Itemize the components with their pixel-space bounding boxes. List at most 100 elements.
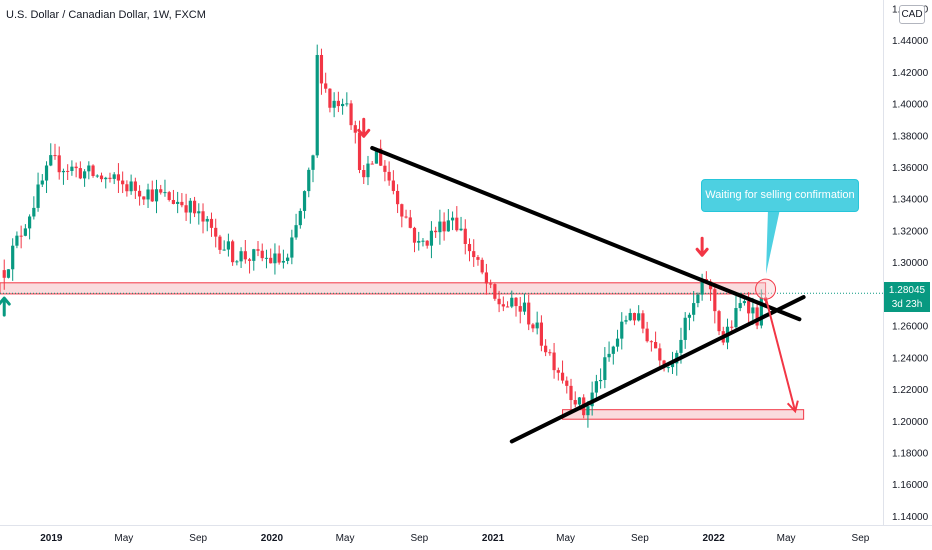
candle[interactable] [307,167,311,198]
candle[interactable] [489,279,493,289]
candle[interactable] [345,92,349,107]
candle[interactable] [391,170,395,195]
candle[interactable] [171,189,176,205]
candle[interactable] [425,240,429,249]
candle[interactable] [548,349,552,356]
candle[interactable] [539,315,543,352]
candle[interactable] [493,283,497,301]
candle[interactable] [36,172,40,212]
candle[interactable] [734,295,738,330]
candle[interactable] [573,391,577,408]
candle[interactable] [628,308,632,322]
candle[interactable] [150,180,154,202]
candle[interactable] [116,163,121,194]
candle[interactable] [328,88,332,113]
candle[interactable] [184,193,188,221]
candle[interactable] [324,72,328,93]
candle[interactable] [527,294,531,331]
candle[interactable] [505,301,510,308]
sell-arrow[interactable] [357,117,371,138]
candle[interactable] [243,239,247,264]
candle[interactable] [294,213,298,240]
candle[interactable] [28,214,32,240]
candle[interactable] [154,179,159,214]
candle[interactable] [214,218,218,248]
candle[interactable] [74,162,78,178]
candle[interactable] [137,185,142,206]
candle[interactable] [535,311,539,335]
candle[interactable] [336,91,340,113]
candle[interactable] [615,329,620,352]
candle[interactable] [357,120,362,174]
candle[interactable] [387,161,391,186]
candle[interactable] [459,216,463,232]
candle[interactable] [510,290,514,309]
candle[interactable] [61,168,66,185]
candle[interactable] [32,196,36,220]
candle[interactable] [129,174,133,195]
candle[interactable] [607,341,611,362]
candle[interactable] [637,305,641,322]
candle[interactable] [99,172,104,183]
candle[interactable] [15,231,19,249]
candle[interactable] [40,174,44,188]
candle[interactable] [362,165,366,185]
candle[interactable] [256,241,260,257]
candle[interactable] [70,160,74,176]
candle[interactable] [408,209,412,229]
candle[interactable] [696,292,700,308]
candle[interactable] [95,174,99,178]
candle[interactable] [556,367,560,381]
candle[interactable] [569,378,573,410]
candle[interactable] [446,209,450,232]
candle[interactable] [6,269,11,279]
candle[interactable] [247,257,252,274]
candle[interactable] [332,92,336,118]
candle[interactable] [133,177,137,200]
candle[interactable] [104,176,108,189]
candle[interactable] [666,366,670,373]
candle[interactable] [163,179,167,197]
candle[interactable] [159,184,163,195]
candle[interactable] [603,347,607,389]
candle[interactable] [450,211,455,231]
candle[interactable] [349,100,353,130]
ascending-support-line[interactable] [509,295,806,444]
candle[interactable] [311,154,315,183]
candle[interactable] [239,247,243,268]
candle[interactable] [366,155,370,186]
candle[interactable] [78,161,82,180]
candle[interactable] [653,331,658,349]
candle[interactable] [353,120,357,144]
candle[interactable] [472,239,476,267]
candle[interactable] [476,255,480,266]
candle[interactable] [624,315,628,325]
candle[interactable] [319,48,324,95]
candle[interactable] [620,312,624,350]
candle[interactable] [455,206,459,232]
candle[interactable] [341,98,345,115]
sell-arrow[interactable] [695,236,709,257]
candle[interactable] [429,221,434,259]
candle[interactable] [188,197,192,224]
candle[interactable] [518,296,522,324]
candle[interactable] [209,212,214,237]
candle[interactable] [53,143,57,160]
candle[interactable] [395,184,400,214]
candle[interactable] [112,172,116,185]
candle[interactable] [658,343,662,369]
candle[interactable] [497,290,501,313]
candle[interactable] [522,293,527,315]
candle[interactable] [290,229,294,265]
candle[interactable] [467,238,472,262]
candle[interactable] [717,309,721,336]
candle[interactable] [632,312,637,326]
candle[interactable] [222,240,226,251]
candle[interactable] [421,238,425,247]
candle[interactable] [273,243,277,275]
candle[interactable] [404,209,408,219]
candle[interactable] [692,291,696,322]
candle[interactable] [514,297,518,317]
candle[interactable] [286,253,290,265]
candle[interactable] [480,257,484,275]
